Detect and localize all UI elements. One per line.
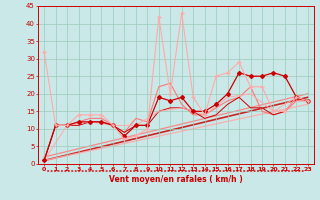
X-axis label: Vent moyen/en rafales ( km/h ): Vent moyen/en rafales ( km/h ): [109, 175, 243, 184]
